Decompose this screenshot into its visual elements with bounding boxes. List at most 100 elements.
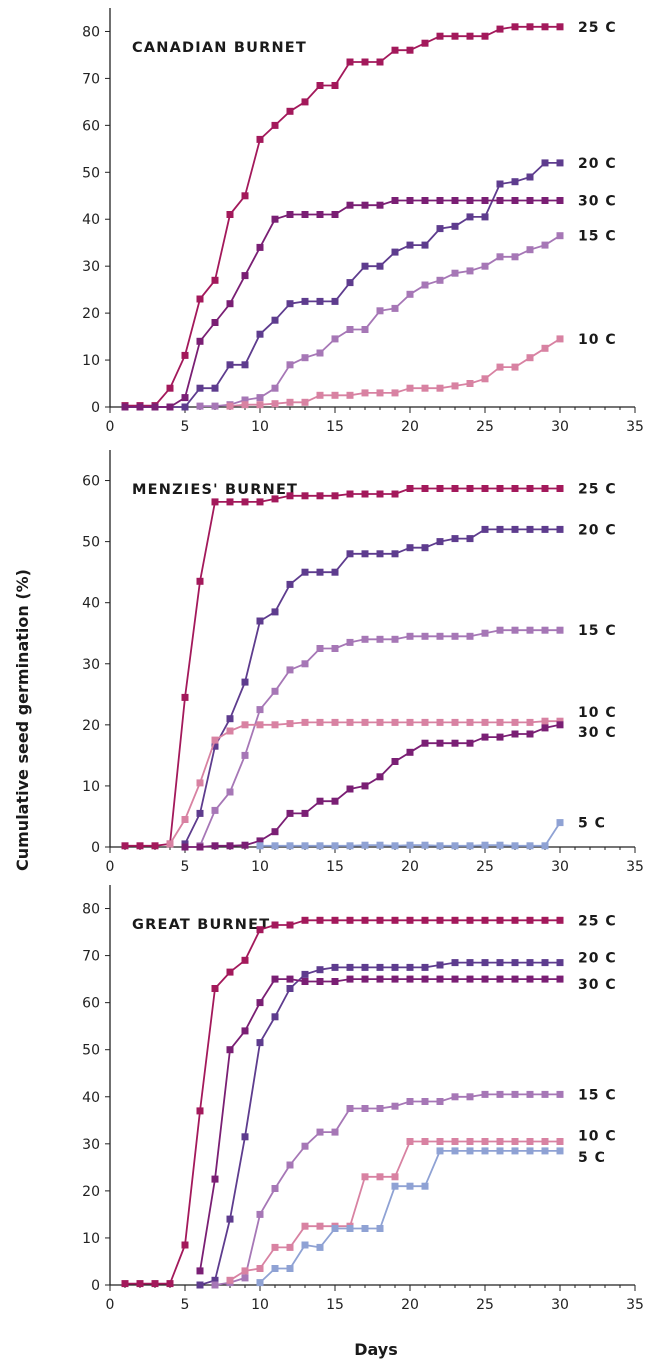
great-burnet-series-10-c-point — [241, 1267, 249, 1275]
menzies-burnet-series-10-c-point — [421, 718, 429, 726]
canadian-burnet-series-20-c-point — [181, 403, 189, 411]
menzies-burnet-series-15-c-label: 15 C — [578, 623, 617, 639]
menzies-burnet-series-30-c-point — [436, 739, 444, 747]
great-burnet-series-25-c-point — [241, 956, 249, 964]
great-burnet-x-tick-label: 30 — [551, 1297, 569, 1313]
canadian-burnet-series-20-c-point — [211, 384, 219, 392]
menzies-burnet-series-25-c-point — [436, 485, 444, 492]
great-burnet-series-25-c-point — [466, 916, 474, 924]
great-burnet-series-25-c-point — [211, 985, 219, 992]
great-burnet-series-5-c-point — [436, 1147, 444, 1155]
menzies-burnet-y-tick-label: 30 — [82, 657, 100, 673]
menzies-burnet-series-10-c-point — [316, 718, 324, 726]
great-burnet-series-15-c-point — [376, 1105, 384, 1112]
menzies-burnet-series-15-c-point — [526, 626, 534, 634]
menzies-burnet-series-30-c-label: 30 C — [578, 725, 617, 741]
canadian-burnet-series-30-c-point — [286, 211, 294, 218]
canadian-burnet-series-20-c-point — [511, 178, 519, 186]
great-burnet-series-25-c-point — [121, 1280, 129, 1288]
great-burnet-series-15-c-point — [331, 1128, 339, 1136]
menzies-burnet-series-30-c-point — [271, 828, 279, 836]
canadian-burnet-series-30-c-point — [181, 394, 189, 402]
great-burnet-y-tick-label: 40 — [82, 1090, 100, 1106]
great-burnet-series-20-c-point — [541, 959, 549, 967]
great-burnet-series-15-c-point — [316, 1128, 324, 1136]
great-burnet-series-10-c-point — [466, 1138, 474, 1145]
canadian-burnet-series-10-c-point — [511, 363, 519, 371]
canadian-burnet-series-30-c-point — [391, 197, 399, 204]
menzies-burnet-series-30-c-point — [556, 721, 564, 729]
great-burnet-series-5-c-point — [271, 1265, 279, 1272]
canadian-burnet-series-20-c-point — [316, 297, 324, 305]
canadian-burnet-series-15-c-point — [511, 253, 519, 261]
canadian-burnet-series-15-c-point — [526, 246, 534, 254]
canadian-burnet-series-20-c-point — [436, 225, 444, 233]
menzies-burnet-x-tick-label: 20 — [401, 859, 419, 875]
canadian-burnet-series-30-c-point — [196, 337, 204, 345]
canadian-burnet-x-tick-label: 25 — [476, 419, 494, 435]
great-burnet-x-tick-label: 20 — [401, 1297, 419, 1313]
canadian-burnet-y-tick-label: 80 — [82, 24, 100, 40]
menzies-burnet-series-25-c-point — [406, 485, 414, 492]
canadian-burnet-series-20-c-point — [196, 384, 204, 392]
great-burnet-series-10-c-label: 10 C — [578, 1128, 617, 1144]
menzies-burnet-series-30-c-point — [301, 809, 309, 817]
canadian-burnet-series-15-c-point — [331, 335, 339, 343]
menzies-burnet-series-10-c-point — [451, 718, 459, 726]
menzies-burnet-series-10-c-point — [376, 718, 384, 726]
great-burnet-series-5-c-point — [451, 1147, 459, 1155]
menzies-burnet-series-20-c-point — [211, 742, 219, 750]
menzies-burnet-series-15-c-point — [436, 632, 444, 640]
menzies-burnet-series-10-c-point — [361, 718, 369, 726]
canadian-burnet-x-tick-label: 30 — [551, 419, 569, 435]
canadian-burnet-series-30-c-point — [166, 403, 174, 411]
canadian-burnet-series-30-c-label: 30 C — [578, 193, 617, 209]
canadian-burnet-series-10-c-point — [481, 375, 489, 383]
menzies-burnet-series-20-c-line — [184, 528, 560, 845]
great-burnet-series-5-c-line — [259, 1150, 560, 1284]
menzies-burnet-series-30-c-point — [511, 730, 519, 738]
great-burnet-series-25-c-point — [361, 916, 369, 924]
great-burnet-series-5-c-point — [316, 1243, 324, 1251]
menzies-burnet-series-30-c-point — [526, 730, 534, 738]
menzies-burnet-series-20-c-point — [286, 580, 294, 588]
menzies-burnet-title: MENZIES' BURNET — [132, 482, 298, 498]
menzies-burnet-series-20-c-point — [226, 715, 234, 723]
canadian-burnet-series-15-c-point — [451, 269, 459, 277]
canadian-burnet-series-30-c-point — [376, 201, 384, 209]
great-burnet-series-10-c-point — [256, 1265, 264, 1272]
great-burnet-series-30-c-label: 30 C — [578, 977, 617, 993]
great-burnet-series-20-c-point — [376, 963, 384, 971]
menzies-burnet-series-30-c-point — [226, 842, 234, 850]
menzies-burnet-series-10-c-point — [226, 727, 234, 735]
menzies-burnet-series-10-c-point — [271, 721, 279, 729]
canadian-burnet-y-tick-label: 50 — [82, 165, 100, 181]
canadian-burnet-series-30-c-point — [151, 403, 159, 411]
great-burnet-series-15-c-point — [391, 1102, 399, 1110]
canadian-burnet-series-15-c-point — [361, 326, 369, 333]
great-burnet-y-tick-label: 30 — [82, 1137, 100, 1153]
menzies-burnet-series-25-c-point — [346, 490, 354, 498]
canadian-burnet-series-15-c-point — [241, 396, 249, 404]
menzies-burnet-series-10-c-point — [256, 721, 264, 729]
menzies-burnet-panel: 0 10 20 30 40 50 60 0 5 10 15 20 25 30 35 MENZIES' BURN… — [82, 450, 644, 875]
great-burnet-series-15-c-point — [421, 1098, 429, 1105]
menzies-burnet-series-25-c-point — [286, 492, 294, 500]
great-burnet-series-25-c-point — [436, 916, 444, 924]
great-burnet-series-30-c-point — [211, 1175, 219, 1183]
canadian-burnet-series-10-c-point — [436, 384, 444, 392]
canadian-burnet-series-20-c-point — [331, 297, 339, 305]
menzies-burnet-series-20-c-point — [331, 568, 339, 576]
canadian-burnet-series-25-c-point — [301, 98, 309, 106]
menzies-burnet-series-5-c-point — [331, 842, 339, 850]
great-burnet-y-tick-label: 80 — [82, 902, 100, 918]
canadian-burnet-series-15-c-label: 15 C — [578, 229, 617, 245]
menzies-burnet-series-30-c-point — [316, 797, 324, 805]
canadian-burnet-series-20-c-point — [556, 159, 564, 167]
canadian-burnet-series-25-c-point — [271, 121, 279, 129]
canadian-burnet-series-10-c-point — [361, 389, 369, 397]
great-burnet-series-15-c-point — [481, 1090, 489, 1098]
great-burnet-series-5-c-point — [346, 1225, 354, 1232]
great-burnet-series-15-c-point — [271, 1185, 279, 1192]
great-burnet-series-15-c-point — [451, 1093, 459, 1101]
